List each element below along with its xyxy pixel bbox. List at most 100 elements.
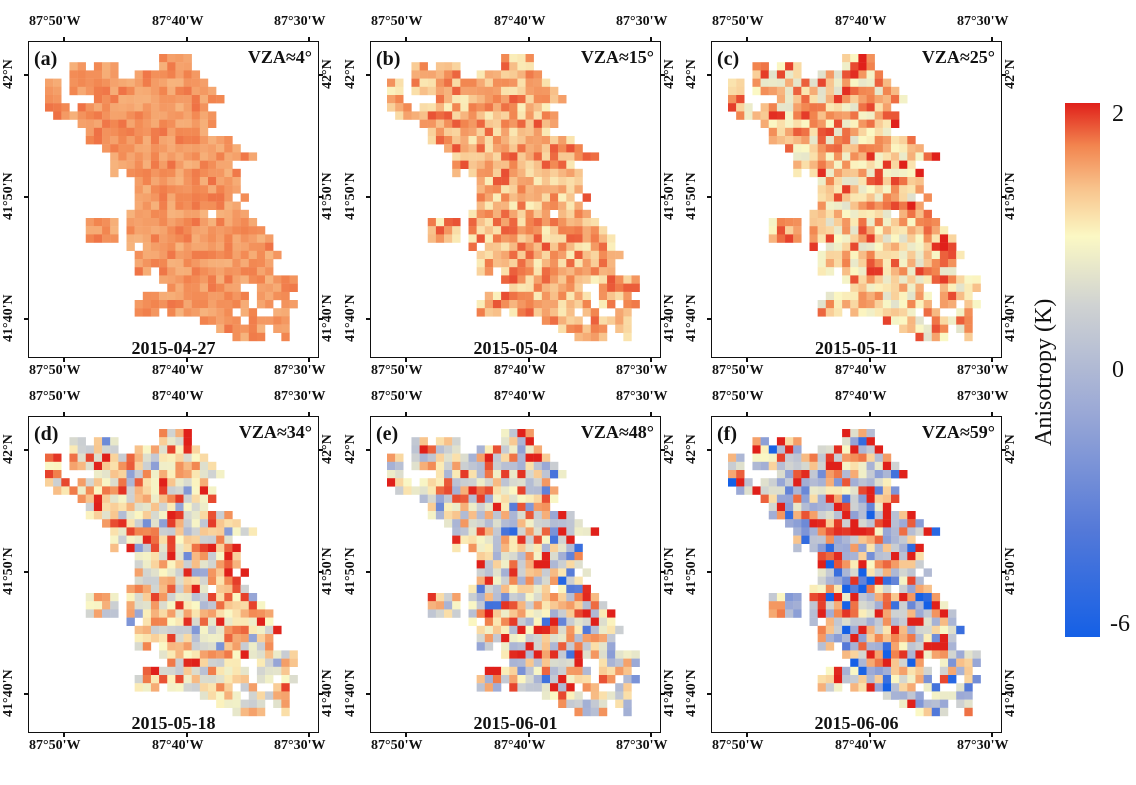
tick-mark [319,196,323,198]
grid-cell [858,168,867,178]
grid-cell [891,226,900,235]
grid-cell [825,576,835,585]
grid-cell [102,111,111,120]
grid-cell [825,560,835,569]
grid-cell [142,675,152,684]
grid-cell [785,494,794,503]
grid-cell [866,437,875,446]
grid-cell [590,650,600,659]
grid-cell [183,209,192,219]
grid-cell [907,259,916,268]
grid-cell [793,593,802,602]
grid-cell [793,119,802,128]
grid-cell [915,601,924,610]
grid-cell [948,259,957,268]
grid-cell [533,470,543,479]
grid-cell [923,666,932,676]
grid-cell [882,642,892,651]
grid-cell [232,201,241,210]
grid-cell [517,568,526,577]
grid-cell [541,218,551,227]
tick-mark [869,733,871,737]
grid-cell [907,552,916,561]
grid-cell [874,168,884,178]
grid-cell [842,511,851,520]
grid-cell [492,634,502,643]
grid-cell [874,193,884,202]
grid-cell [728,453,737,462]
tick-mark [707,196,711,198]
grid-cell [175,234,184,243]
grid-cell [183,283,192,292]
grid-cell [85,601,95,610]
grid-cell [899,617,908,626]
grid-cell [199,560,209,569]
grid-cell [517,103,526,112]
grid-cell [574,707,583,717]
grid-cell [387,453,396,462]
grid-cell [825,226,835,235]
grid-cell [199,519,209,528]
grid-cell [842,486,851,495]
grid-cell [825,486,835,495]
grid-cell [224,152,233,161]
grid-cell [874,300,884,309]
grid-cell [150,127,160,137]
grid-cell [882,242,892,251]
grid-cell [167,160,176,169]
grid-cell [427,511,437,520]
grid-cell [833,486,843,495]
grid-cell [175,543,184,553]
grid-cell [833,666,843,676]
grid-cell [175,445,184,454]
grid-cell [858,193,867,202]
grid-cell [517,502,526,512]
grid-cell [476,300,485,309]
grid-cell [118,127,127,137]
grid-cell [566,593,575,602]
grid-cell [484,119,494,128]
grid-cell [216,168,225,178]
grid-cell [175,242,184,251]
grid-cell [175,226,184,235]
grid-cell [817,552,826,561]
grid-cell [53,95,62,104]
grid-cell [126,209,135,219]
grid-cell [509,584,518,594]
grid-cell [395,453,404,462]
grid-cell [623,291,632,301]
grid-cell [541,242,551,251]
grid-cell [191,70,201,79]
grid-cell [77,486,86,495]
grid-cell [785,445,794,454]
grid-cell [501,136,510,145]
grid-cell [574,543,583,553]
grid-cell [768,226,778,235]
grid-cell [460,103,469,112]
grid-cell [476,601,485,610]
grid-cell [574,691,583,700]
grid-cell [395,470,404,479]
grid-cell [175,218,184,227]
grid-cell [85,119,95,128]
grid-cell [882,111,892,120]
lon-tick-label-top: 87°30'W [274,14,326,29]
grid-cell [273,699,282,708]
grid-cell [216,568,225,577]
grid-cell [899,267,908,276]
grid-cell [484,683,494,692]
grid-cell [509,568,518,577]
grid-cell [142,86,152,96]
grid-cell [150,70,160,79]
grid-cell [159,234,168,243]
grid-cell [460,144,469,153]
lon-tick-label-top: 87°50'W [712,14,764,29]
grid-cell [240,683,249,692]
grid-cell [866,683,875,692]
grid-cell [191,283,201,292]
grid-cell [809,609,818,618]
grid-cell [142,144,152,153]
grid-cell [825,136,835,145]
grid-cell [907,666,916,676]
grid-cell [208,283,217,292]
